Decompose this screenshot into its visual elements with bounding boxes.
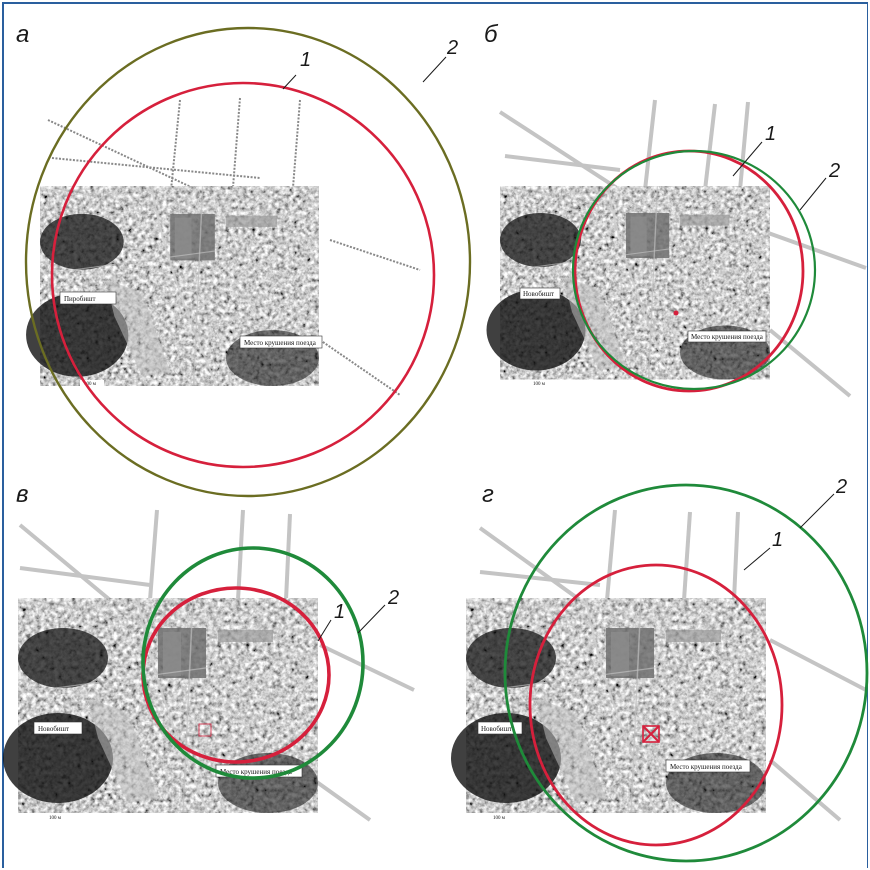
panel-b: б Новобишт Место крушения поезда 100 м 1…: [484, 21, 867, 398]
panel-a-circle-1: [50, 81, 436, 469]
panel-a-circle-2: [24, 26, 472, 498]
panel-a-village-label: Пиробишт: [64, 295, 96, 303]
panel-b-road-lines: [498, 99, 867, 398]
panel-b-site-label-box: [687, 330, 767, 343]
panel-a-letter: а: [16, 21, 29, 48]
panel-g-scale-bar: 100 м: [490, 814, 514, 821]
panel-a-scale-bar: 100 м: [80, 380, 104, 389]
panel-b-marker-1: 1: [765, 123, 776, 145]
panel-g-site-label-box: [665, 759, 751, 773]
panel-b-village-label-box: [519, 287, 561, 300]
panel-v-aerial-map: [3, 598, 318, 813]
svg-text:100 м: 100 м: [84, 382, 97, 387]
panel-b-village-label: Новобишт: [523, 290, 554, 298]
panel-a: а Пиробишт Место крушения поезда 100 м 1…: [16, 21, 472, 498]
panel-v-leader-1: [317, 619, 332, 642]
panel-v-marker-2: 2: [387, 587, 399, 609]
panel-g-site-label: Место крушения поезда: [670, 763, 743, 771]
panel-v-letter: в: [16, 481, 29, 508]
panel-a-site-label: Место крушения поезда: [244, 339, 317, 347]
panel-a-marker-2: 2: [446, 37, 458, 59]
svg-text:100 м: 100 м: [493, 816, 506, 821]
panel-b-leader-2: [799, 177, 827, 211]
panel-g-leader-1: [743, 547, 771, 571]
panel-v-marker-1: 1: [334, 601, 345, 623]
panel-g: г Новобишт Место крушения поезда 100 м 1: [451, 476, 869, 863]
panel-g-aerial-map: [451, 598, 766, 813]
panel-b-site-label: Место крушения поезда: [691, 333, 764, 341]
panel-g-leader-2: [799, 493, 835, 529]
panel-v-village-label-box: [33, 721, 83, 735]
panel-v-scale-bar: 100 м: [46, 814, 70, 821]
panel-v-circle-2: [141, 546, 365, 780]
panel-b-marker-2: 2: [828, 160, 840, 182]
svg-text:100 м: 100 м: [533, 382, 546, 387]
panel-a-leader-2: [422, 56, 447, 83]
panel-g-circle-1: [528, 563, 784, 847]
panel-v-village-label: Новобишт: [38, 725, 69, 733]
panel-g-road-lines: [478, 509, 867, 822]
panel-g-crash-marker: [642, 725, 660, 743]
panel-a-leader-1: [282, 74, 297, 90]
panel-g-circle-2: [503, 483, 869, 863]
panel-a-village-label-box: [59, 291, 117, 305]
panel-b-leader-1: [732, 141, 763, 177]
panel-b-aerial-map: [487, 186, 771, 380]
svg-text:100 м: 100 м: [49, 816, 62, 821]
panel-g-village-label: Новобишт: [481, 725, 512, 733]
panel-g-marker-2: 2: [835, 476, 847, 498]
panel-g-marker-1: 1: [772, 529, 783, 551]
panel-b-crash-marker: [673, 310, 679, 316]
panel-a-marker-1: 1: [300, 49, 311, 71]
panel-v-crash-marker: [198, 723, 212, 737]
panel-v-site-label: Место крушения поезда: [220, 768, 293, 776]
panel-v: в Новобишт Место крушения поезда 100 м 1…: [3, 481, 415, 822]
panel-g-letter: г: [482, 481, 494, 508]
panel-b-circle-2: [571, 149, 817, 391]
panel-v-leader-2: [357, 604, 386, 634]
panel-b-letter: б: [484, 21, 499, 48]
panel-a-site-label-box: [239, 335, 323, 349]
panel-b-scale-bar: 100 м: [530, 380, 552, 387]
